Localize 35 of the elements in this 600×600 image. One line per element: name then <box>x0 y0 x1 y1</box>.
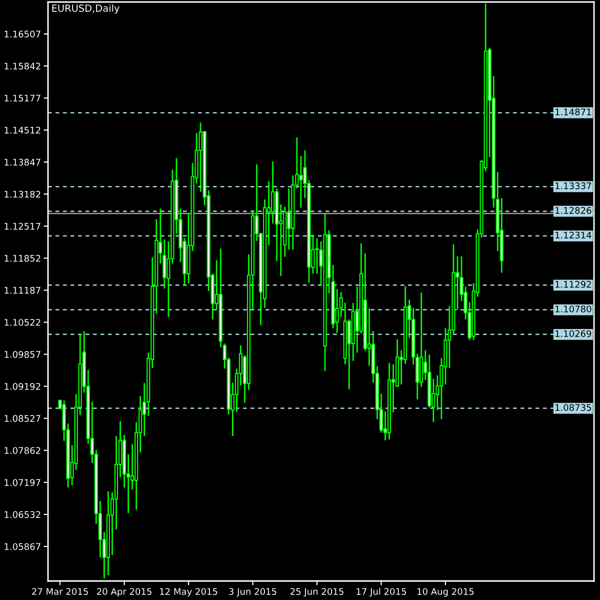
x-tick-label: 20 Apr 2015 <box>97 588 152 597</box>
y-tick-label: 1.09857 <box>4 350 40 358</box>
candlestick <box>299 155 303 208</box>
y-tick-label: 1.11187 <box>4 286 40 294</box>
y-tick-label: 1.07862 <box>4 447 40 454</box>
ref-line-label: 1.11292 <box>555 280 591 288</box>
ref-line-label: 1.13337 <box>555 182 592 190</box>
y-tick-label: 1.15177 <box>4 94 40 102</box>
y-tick-label: 1.13182 <box>4 190 40 198</box>
y-tick-label: 1.10522 <box>4 318 40 326</box>
y-tick-label: 1.15842 <box>4 62 40 70</box>
ref-line-label: 1.12826 <box>555 207 592 214</box>
x-tick-label: 3 Jun 2015 <box>229 588 276 597</box>
y-tick-label: 1.07197 <box>4 479 40 486</box>
x-tick-label: 10 Aug 2015 <box>418 588 474 597</box>
ref-line-label: 1.10269 <box>555 330 592 338</box>
candlestick <box>287 188 291 250</box>
ref-line-label: 1.12314 <box>555 232 592 239</box>
x-tick-label: 12 May 2015 <box>160 588 218 597</box>
x-tick-label: 17 Jul 2015 <box>356 588 406 597</box>
x-tick-label: 27 Mar 2015 <box>32 588 88 595</box>
y-tick-label: 1.12517 <box>4 222 40 230</box>
ref-line-label: 1.10780 <box>555 306 592 312</box>
y-tick-label: 1.08527 <box>4 415 40 422</box>
y-tick-label: 1.14512 <box>4 126 40 134</box>
y-tick-label: 1.09192 <box>4 383 40 390</box>
ref-line-label: 1.14871 <box>555 108 591 116</box>
y-tick-label: 1.13847 <box>4 158 40 166</box>
x-tick-label: 25 Jun 2015 <box>290 588 344 597</box>
chart-title: EURUSD,Daily <box>52 4 120 14</box>
y-tick-label: 1.05867 <box>4 543 40 550</box>
y-tick-label: 1.16507 <box>4 30 40 38</box>
y-tick-label: 1.11852 <box>4 254 40 262</box>
y-tick-label: 1.06532 <box>4 511 40 518</box>
ref-line-label: 1.08735 <box>555 404 592 411</box>
